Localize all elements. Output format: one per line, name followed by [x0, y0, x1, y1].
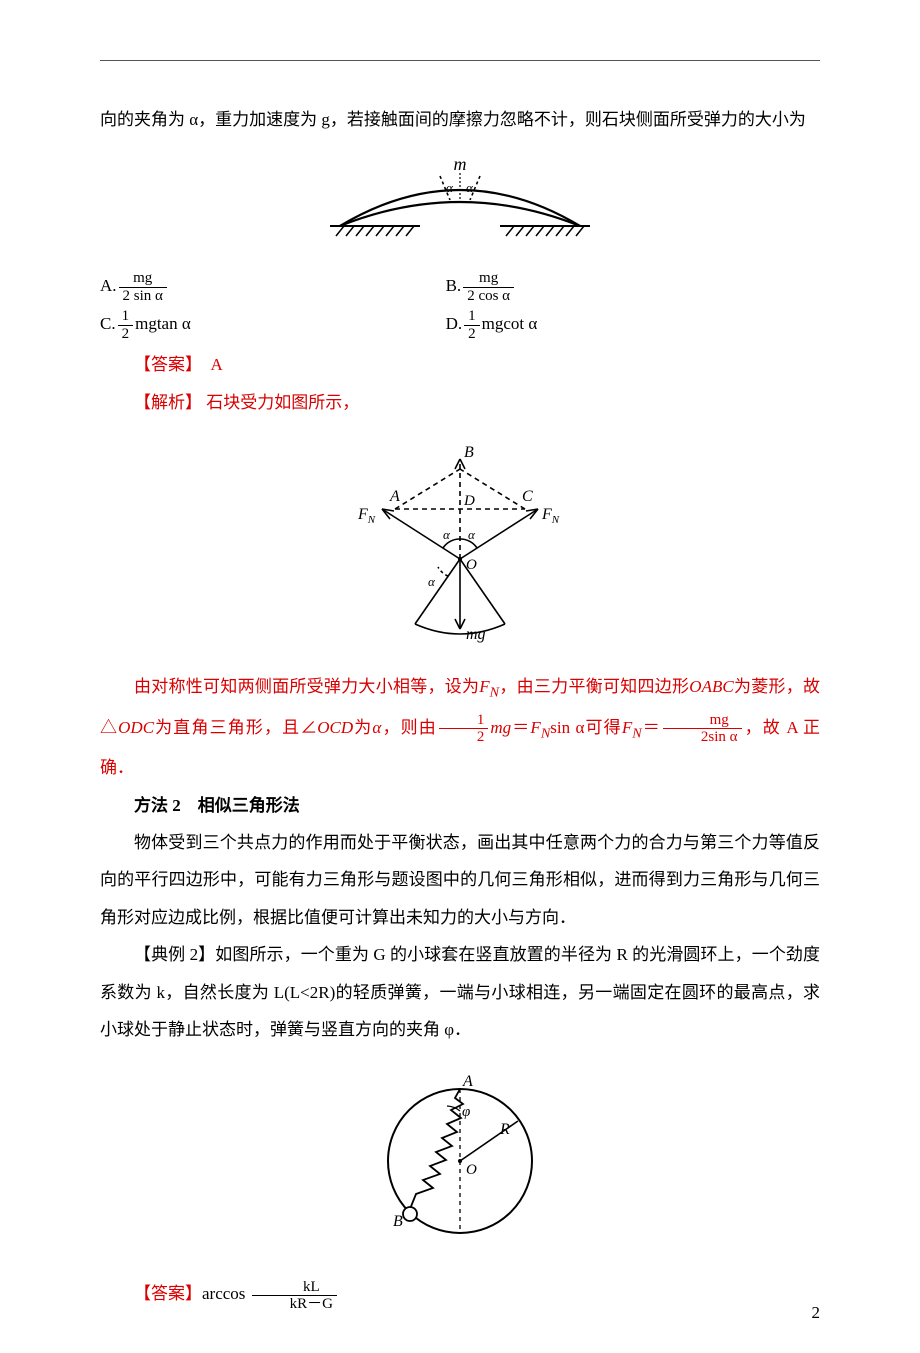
- answer2-num: kL: [252, 1279, 337, 1297]
- ep-sina: sin α: [550, 718, 584, 737]
- ep-OABC: OABC: [689, 677, 733, 696]
- angle-lower-left: [438, 567, 448, 576]
- alpha-right: α: [466, 180, 474, 195]
- method2-title: 方法 2 相似三角形法: [100, 787, 820, 824]
- label-alpha-l: α: [443, 527, 451, 542]
- label-R3: R: [499, 1121, 510, 1138]
- label-B3: B: [393, 1213, 403, 1230]
- spring-zigzag: [410, 1089, 463, 1209]
- hatch-right: [506, 226, 584, 236]
- option-C: C.12mgtan α: [100, 308, 446, 342]
- ep-1: 由对称性可知两侧面所受弹力大小相等，设为: [134, 677, 479, 696]
- option-B-prefix: B.: [446, 276, 462, 295]
- ep-FNsin: FN: [530, 718, 550, 737]
- explain-line: 【解析】 石块受力如图所示，: [100, 384, 820, 421]
- answer2-line: 【答案】arccos kLkR－G: [100, 1275, 820, 1312]
- OA-arrow: [382, 509, 394, 519]
- option-C-tail: mgtan α: [135, 314, 191, 333]
- figure-ring-spring: A B O R φ: [100, 1066, 820, 1261]
- explain-text: 石块受力如图所示，: [206, 393, 359, 412]
- label-alpha-r: α: [468, 527, 476, 542]
- label-A3: A: [462, 1073, 473, 1090]
- figure-arch: m α α: [100, 156, 820, 256]
- answer-line: 【答案】 A: [100, 346, 820, 383]
- answer2-label: 【答案】: [134, 1284, 202, 1303]
- ep-FN: FN: [479, 677, 499, 696]
- ep-2: ，由三力平衡可知四边形: [499, 677, 689, 696]
- label-m: m: [454, 156, 467, 174]
- page-number: 2: [812, 1303, 821, 1323]
- label-alpha-bl: α: [428, 574, 436, 589]
- arch-inner: [340, 202, 580, 226]
- options-row-1: A.mg2 sin α B.mg2 cos α: [100, 270, 820, 304]
- arch-outer: [340, 190, 580, 226]
- label-O: O: [466, 557, 477, 573]
- option-A-num: mg: [119, 270, 167, 288]
- label-FN1: FN: [357, 506, 376, 526]
- option-D-tail: mgcot α: [482, 314, 538, 333]
- ep-OCD: OCD: [317, 718, 353, 737]
- intro-continuation: 向的夹角为 α，重力加速度为 g，若接触面间的摩擦力忽略不计，则石块侧面所受弹力…: [100, 101, 820, 138]
- AB-dash: [395, 469, 460, 509]
- ep-f1d: 2: [439, 729, 489, 746]
- option-A: A.mg2 sin α: [100, 270, 446, 304]
- OC-arrow: [526, 509, 538, 519]
- ep-alpha: α: [372, 718, 381, 737]
- explanation-paragraph: 由对称性可知两侧面所受弹力大小相等，设为FN，由三力平衡可知四边形OABC为菱形…: [100, 668, 820, 787]
- label-phi: φ: [462, 1104, 470, 1120]
- alpha-left: α: [446, 180, 454, 195]
- example2-para: 【典例 2】如图所示，一个重为 G 的小球套在竖直放置的半径为 R 的光滑圆环上…: [100, 936, 820, 1048]
- hatch-left: [336, 226, 414, 236]
- method2-para1: 物体受到三个共点力的作用而处于平衡状态，画出其中任意两个力的合力与第三个力等值反…: [100, 824, 820, 936]
- ep-FNeq: FN: [622, 718, 642, 737]
- label-C: C: [522, 488, 533, 505]
- option-D-prefix: D.: [446, 314, 463, 333]
- label-B: B: [464, 444, 474, 461]
- label-A: A: [389, 488, 400, 505]
- explain-label: 【解析】: [134, 393, 202, 412]
- stone-left: [415, 559, 460, 624]
- ep-6: ，则由: [381, 718, 437, 737]
- option-C-prefix: C.: [100, 314, 116, 333]
- options-row-2: C.12mgtan α D.12mgcot α: [100, 308, 820, 342]
- ep-5: 为: [353, 718, 372, 737]
- option-D-num: 1: [464, 308, 480, 326]
- ep-f2d: 2sin α: [663, 729, 742, 746]
- option-D-den: 2: [464, 326, 480, 343]
- label-O3: O: [466, 1162, 477, 1178]
- ep-f2n: mg: [663, 712, 742, 730]
- label-FN2: FN: [541, 506, 560, 526]
- ep-4: 为直角三角形，且∠: [154, 718, 317, 737]
- answer-value: A: [211, 355, 223, 374]
- ep-eq2: ＝: [642, 718, 661, 737]
- option-C-den: 2: [118, 326, 134, 343]
- option-B-den: 2 cos α: [463, 288, 514, 305]
- option-A-den: 2 sin α: [119, 288, 167, 305]
- ep-eq1: ＝: [511, 718, 530, 737]
- ball: [403, 1207, 417, 1221]
- option-D: D.12mgcot α: [446, 308, 820, 342]
- answer2-prefix: arccos: [202, 1284, 245, 1303]
- label-mg: mg: [466, 626, 486, 643]
- ep-ODC: ODC: [118, 718, 154, 737]
- answer-label: 【答案】: [134, 355, 202, 374]
- figure-force-diagram: B A C D O FN FN α α α mg: [100, 439, 820, 654]
- option-B-num: mg: [463, 270, 514, 288]
- option-C-num: 1: [118, 308, 134, 326]
- option-B: B.mg2 cos α: [446, 270, 820, 304]
- answer2-den: kR－G: [252, 1296, 337, 1313]
- label-D: D: [463, 493, 475, 509]
- option-A-prefix: A.: [100, 276, 117, 295]
- ep-mg: mg: [490, 718, 511, 737]
- ep-f1n: 1: [439, 712, 489, 730]
- top-divider: [100, 60, 820, 61]
- ep-7: 可得: [584, 718, 621, 737]
